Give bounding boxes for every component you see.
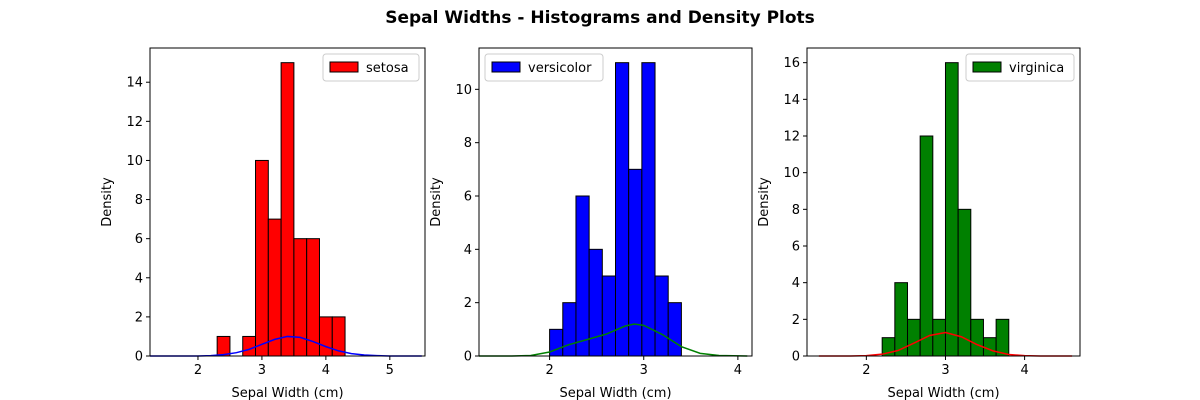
- y-tick-label: 6: [135, 232, 143, 247]
- legend-box: [322, 53, 420, 82]
- y-tick-label: 6: [792, 240, 800, 255]
- histogram-bar: [654, 275, 669, 357]
- histogram-bar: [944, 62, 959, 357]
- charts-container: 2 3 4 5 0 2 4 6 8 10 12 14 Sepal Width (cm) Density se…: [100, 47, 1081, 400]
- y-tick-label: 10: [126, 154, 143, 169]
- y-tick-label: 0: [135, 350, 143, 365]
- x-tick-label: 2: [545, 363, 553, 378]
- legend: versicolor: [484, 53, 604, 82]
- x-tick-label: 4: [322, 363, 330, 378]
- histogram-bar: [919, 135, 934, 357]
- subplot-versicolor: 2 3 4 0 2 4 6 8 10 Sepal Width (cm) Density versico…: [429, 47, 753, 400]
- legend: setosa: [322, 53, 420, 82]
- y-tick-label: 14: [126, 76, 143, 91]
- histogram-bar: [575, 195, 590, 357]
- legend-label: setosa: [366, 61, 409, 76]
- histogram-bar: [995, 318, 1010, 357]
- x-tick-label: 2: [194, 363, 202, 378]
- histogram-bar: [562, 302, 577, 357]
- x-tick-label: 3: [258, 363, 266, 378]
- y-tick-label: 2: [135, 310, 143, 325]
- y-axis-label: Density: [429, 177, 444, 227]
- y-axis-label: Density: [100, 177, 115, 227]
- x-tick-label: 3: [941, 363, 949, 378]
- histogram-bar: [601, 275, 616, 357]
- histogram-bar: [970, 318, 984, 357]
- histogram-bar: [615, 62, 630, 357]
- legend-swatch: [491, 61, 521, 73]
- legend: virginica: [965, 53, 1075, 82]
- histogram-bar: [982, 337, 997, 357]
- y-tick-label: 10: [783, 166, 800, 181]
- figure-title: Sepal Widths - Histograms and Density Pl…: [385, 8, 815, 28]
- y-tick-label: 8: [135, 193, 143, 208]
- x-tick-label: 3: [640, 363, 648, 378]
- x-tick-label: 5: [386, 363, 394, 378]
- axes-frame: [478, 47, 753, 357]
- legend-box: [965, 53, 1075, 82]
- histogram-bar: [906, 318, 921, 357]
- y-tick-label: 4: [464, 243, 472, 258]
- x-tick-label: 2: [862, 363, 870, 378]
- histogram-bar: [318, 316, 333, 357]
- legend-label: virginica: [1009, 61, 1064, 76]
- x-tick-label: 4: [734, 363, 742, 378]
- density-curve: [479, 323, 748, 357]
- y-tick-label: 0: [464, 350, 472, 365]
- histogram-bar: [588, 248, 603, 357]
- y-tick-label: 12: [126, 115, 143, 130]
- x-axis-label: Sepal Width (cm): [231, 386, 343, 400]
- histogram-bar: [667, 302, 682, 357]
- histogram-bar: [242, 335, 257, 357]
- histogram-bar: [255, 159, 269, 357]
- legend-label: versicolor: [528, 61, 592, 76]
- legend-swatch: [329, 61, 359, 73]
- y-tick-label: 10: [455, 83, 472, 98]
- y-tick-label: 4: [135, 271, 143, 286]
- y-axis-label: Density: [757, 177, 772, 227]
- histogram-bar: [641, 62, 656, 357]
- x-axis-label: Sepal Width (cm): [559, 386, 671, 400]
- y-tick-label: 2: [464, 296, 472, 311]
- histogram-bar: [280, 62, 295, 357]
- x-tick-label: 4: [1020, 363, 1028, 378]
- y-tick-label: 8: [792, 203, 800, 218]
- legend-box: [484, 53, 604, 82]
- histogram-bar: [216, 335, 231, 357]
- histogram-bar: [894, 282, 908, 357]
- histogram-bar: [932, 318, 946, 357]
- axes-frame: [149, 47, 426, 357]
- y-tick-label: 4: [792, 276, 800, 291]
- y-tick-label: 2: [792, 313, 800, 328]
- histogram-bar: [267, 218, 282, 357]
- y-tick-label: 14: [783, 93, 800, 108]
- x-axis-label: Sepal Width (cm): [887, 386, 999, 400]
- histogram-bar: [957, 208, 972, 357]
- subplot-virginica: 2 3 4 0 2 4 6 8 10 12 14 16 Sepal Width (cm) Density v…: [757, 47, 1081, 400]
- histogram-bar: [628, 168, 643, 357]
- axes-frame: [806, 47, 1081, 357]
- y-tick-label: 16: [783, 56, 800, 71]
- subplot-setosa: 2 3 4 5 0 2 4 6 8 10 12 14 Sepal Width (cm) Density se…: [100, 47, 426, 400]
- y-tick-label: 0: [792, 350, 800, 365]
- y-tick-label: 8: [464, 136, 472, 151]
- density-curve: [818, 331, 1073, 357]
- histogram-bar: [306, 238, 320, 357]
- y-tick-label: 12: [783, 130, 800, 145]
- y-tick-label: 6: [464, 190, 472, 205]
- legend-swatch: [972, 61, 1002, 73]
